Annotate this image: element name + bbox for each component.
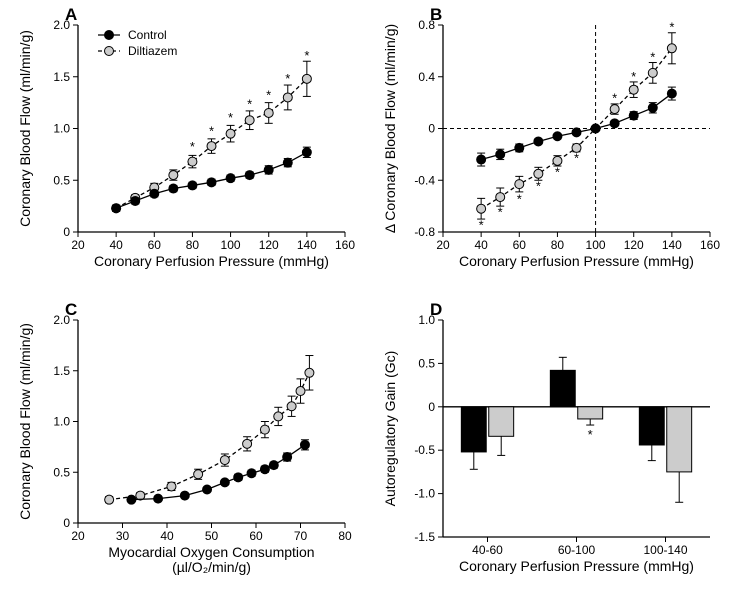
svg-text:140: 140 bbox=[662, 238, 682, 252]
svg-text:*: * bbox=[209, 124, 214, 139]
svg-text:*: * bbox=[555, 164, 560, 179]
svg-text:Coronary Perfusion Pressure (m: Coronary Perfusion Pressure (mmHg) bbox=[94, 253, 329, 269]
svg-text:0.4: 0.4 bbox=[418, 70, 435, 84]
svg-text:120: 120 bbox=[624, 238, 644, 252]
svg-text:0: 0 bbox=[63, 225, 70, 239]
svg-text:100: 100 bbox=[221, 238, 241, 252]
svg-text:-0.5: -0.5 bbox=[414, 443, 435, 457]
svg-text:60: 60 bbox=[249, 529, 263, 543]
panel-c: C 2030405060708000.51.01.52.0Myocardial … bbox=[10, 300, 360, 595]
svg-text:80: 80 bbox=[551, 238, 565, 252]
svg-text:160: 160 bbox=[700, 238, 720, 252]
svg-text:-1.5: -1.5 bbox=[414, 530, 435, 544]
svg-text:100-140: 100-140 bbox=[643, 543, 687, 557]
panel-d-label: D bbox=[430, 300, 442, 320]
svg-text:*: * bbox=[536, 179, 541, 194]
svg-text:Autoregulatory Gain (Gc): Autoregulatory Gain (Gc) bbox=[382, 351, 398, 507]
svg-text:*: * bbox=[650, 49, 655, 64]
svg-text:40-60: 40-60 bbox=[472, 543, 503, 557]
svg-text:1.5: 1.5 bbox=[53, 70, 70, 84]
svg-text:0.5: 0.5 bbox=[418, 356, 435, 370]
svg-text:70: 70 bbox=[294, 529, 308, 543]
svg-text:(µl/O₂/min/g): (µl/O₂/min/g) bbox=[172, 559, 251, 575]
svg-text:0.5: 0.5 bbox=[53, 465, 70, 479]
svg-text:Diltiazem: Diltiazem bbox=[128, 44, 177, 58]
svg-text:-0.8: -0.8 bbox=[414, 225, 435, 239]
svg-text:1.0: 1.0 bbox=[53, 415, 70, 429]
svg-text:80: 80 bbox=[338, 529, 352, 543]
panel-c-label: C bbox=[65, 300, 77, 320]
panel-a-label: A bbox=[65, 5, 77, 25]
panel-d: D -1.5-1.0-0.500.51.040-6060-100*100-140… bbox=[375, 300, 725, 595]
svg-text:1.0: 1.0 bbox=[53, 122, 70, 136]
panel-a: A 2040608010012014016000.51.01.52.0Coron… bbox=[10, 5, 360, 290]
svg-text:*: * bbox=[612, 91, 617, 106]
svg-text:*: * bbox=[574, 150, 579, 165]
figure: A 2040608010012014016000.51.01.52.0Coron… bbox=[0, 0, 729, 600]
svg-text:40: 40 bbox=[474, 238, 488, 252]
svg-text:*: * bbox=[498, 205, 503, 220]
svg-text:60: 60 bbox=[513, 238, 527, 252]
svg-text:*: * bbox=[631, 69, 636, 84]
svg-text:80: 80 bbox=[186, 238, 200, 252]
svg-text:20: 20 bbox=[71, 238, 85, 252]
svg-text:Coronary Perfusion Pressure (m: Coronary Perfusion Pressure (mmHg) bbox=[459, 558, 694, 574]
svg-text:Control: Control bbox=[128, 28, 167, 42]
svg-text:1.5: 1.5 bbox=[53, 364, 70, 378]
svg-text:100: 100 bbox=[586, 238, 606, 252]
svg-text:Coronary Blood Flow (ml/min/g): Coronary Blood Flow (ml/min/g) bbox=[17, 30, 33, 227]
svg-text:20: 20 bbox=[71, 529, 85, 543]
svg-text:Δ Coronary Blood Flow (ml/min/: Δ Coronary Blood Flow (ml/min/g) bbox=[382, 24, 398, 233]
svg-text:Coronary Blood Flow (ml/min/g): Coronary Blood Flow (ml/min/g) bbox=[17, 323, 33, 520]
svg-text:*: * bbox=[247, 97, 252, 112]
svg-text:-0.4: -0.4 bbox=[414, 173, 435, 187]
svg-text:0: 0 bbox=[63, 516, 70, 530]
svg-text:Myocardial Oxygen Consumption: Myocardial Oxygen Consumption bbox=[108, 544, 314, 560]
svg-text:160: 160 bbox=[335, 238, 355, 252]
svg-text:30: 30 bbox=[116, 529, 130, 543]
svg-text:40: 40 bbox=[160, 529, 174, 543]
svg-text:0: 0 bbox=[428, 400, 435, 414]
panel-b: B 20406080100120140160-0.8-0.400.40.8Cor… bbox=[375, 5, 725, 290]
svg-text:Coronary Perfusion Pressure (m: Coronary Perfusion Pressure (mmHg) bbox=[459, 253, 694, 269]
svg-text:40: 40 bbox=[109, 238, 123, 252]
svg-text:*: * bbox=[228, 110, 233, 125]
svg-text:*: * bbox=[517, 192, 522, 207]
svg-text:*: * bbox=[304, 48, 309, 63]
svg-text:*: * bbox=[588, 427, 593, 442]
panel-b-label: B bbox=[430, 5, 442, 25]
svg-text:*: * bbox=[190, 139, 195, 154]
svg-text:*: * bbox=[285, 71, 290, 86]
svg-text:0.5: 0.5 bbox=[53, 173, 70, 187]
svg-text:60: 60 bbox=[148, 238, 162, 252]
svg-text:-1.0: -1.0 bbox=[414, 487, 435, 501]
svg-text:50: 50 bbox=[205, 529, 219, 543]
svg-text:140: 140 bbox=[297, 238, 317, 252]
svg-text:20: 20 bbox=[436, 238, 450, 252]
svg-text:120: 120 bbox=[259, 238, 279, 252]
svg-text:0: 0 bbox=[428, 122, 435, 136]
svg-text:*: * bbox=[479, 218, 484, 233]
svg-text:*: * bbox=[266, 87, 271, 102]
svg-text:*: * bbox=[669, 20, 674, 35]
svg-text:60-100: 60-100 bbox=[558, 543, 596, 557]
